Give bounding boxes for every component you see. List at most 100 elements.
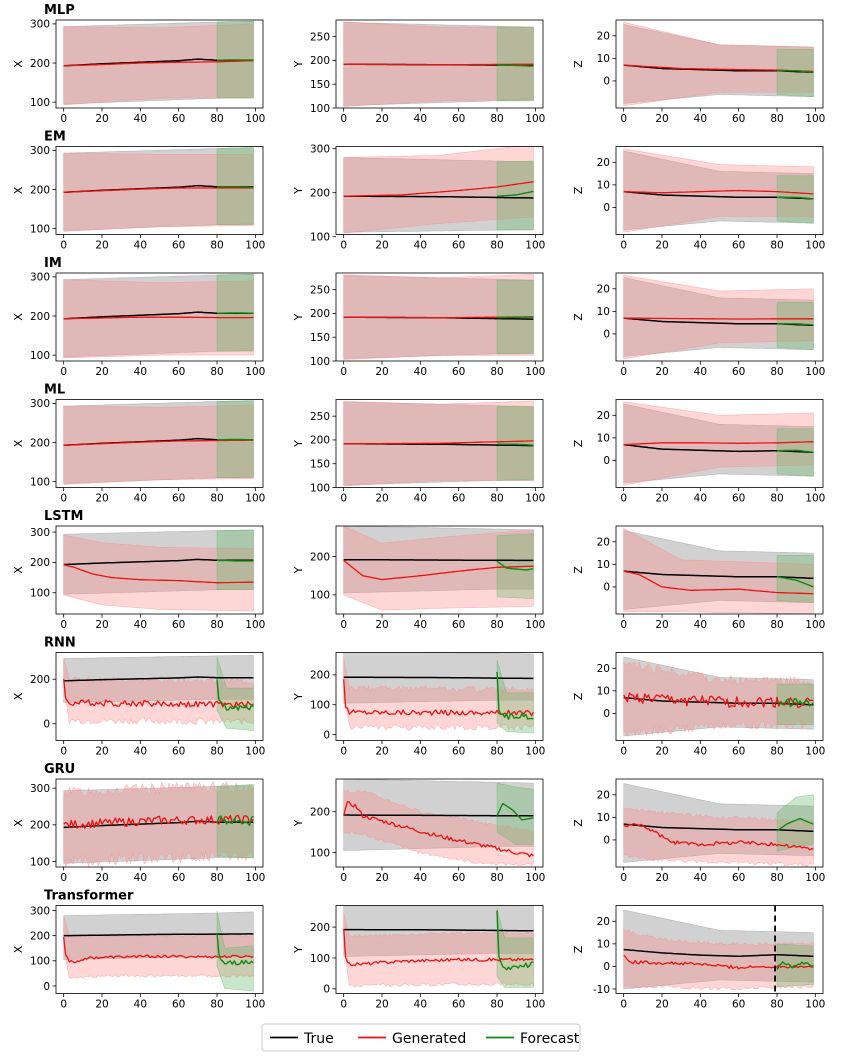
- series-true: [343, 814, 534, 817]
- series-generated: [343, 440, 534, 445]
- plot-area: [63, 273, 254, 359]
- x-tick-label: 20: [375, 113, 388, 125]
- x-tick-label: 20: [655, 240, 668, 252]
- subplot-transformer-z: 0 20 40 60 80 100 -10 0 10 20 Z: [572, 905, 825, 1011]
- x-tick-label: 0: [340, 366, 347, 378]
- x-tick-label: 40: [134, 113, 147, 125]
- band-forecast: [776, 175, 814, 224]
- x-tick-label: 40: [694, 113, 707, 125]
- y-axis-label: Y: [292, 819, 305, 827]
- y-axis-label: Z: [572, 439, 585, 447]
- series-generated: [343, 928, 534, 967]
- subplot-ml-y: 0 20 40 60 80 100 100 150 200 250 Y: [292, 399, 545, 505]
- y-tick-label: 200: [30, 557, 50, 569]
- x-tick-label: 80: [210, 366, 223, 378]
- x-tick-label: 40: [414, 999, 427, 1011]
- x-tick-label: 40: [694, 366, 707, 378]
- x-tick-label: 60: [172, 619, 185, 631]
- y-axis-label: Y: [292, 60, 305, 68]
- x-tick-label: 20: [375, 493, 388, 505]
- x-tick-label: 40: [134, 240, 147, 252]
- y-tick-label: 200: [30, 674, 50, 686]
- series-forecast: [776, 817, 814, 832]
- y-tick-label: 0: [43, 981, 50, 993]
- x-tick-label: 100: [805, 746, 825, 758]
- axes-frame: [55, 19, 264, 109]
- x-tick-label: 20: [375, 619, 388, 631]
- x-tick-label: 60: [452, 113, 465, 125]
- y-tick-label: 200: [310, 308, 330, 320]
- axes-frame: [335, 652, 544, 741]
- subplot-im-y: 0 20 40 60 80 100 100 150 200 250 Y: [292, 272, 545, 378]
- band-true: [343, 157, 534, 233]
- plot-area: [623, 148, 814, 233]
- y-tick-label: 300: [30, 272, 50, 284]
- y-tick-label: 100: [310, 590, 330, 602]
- x-tick-label: 40: [694, 999, 707, 1011]
- subplot-transformer-x: 0 20 40 60 80 100 0 100 200 300 X: [12, 905, 265, 1011]
- subplot-rnn-y: 0 20 40 60 80 100 0 100 200 Y: [292, 652, 545, 758]
- series-generated: [623, 954, 814, 970]
- y-tick-label: 250: [310, 411, 330, 423]
- x-tick-label: 100: [805, 240, 825, 252]
- x-tick-label: 20: [655, 872, 668, 884]
- axes-frame: [335, 272, 544, 362]
- subplot-rnn-z: 0 20 40 60 80 100 0 10 20 Z: [572, 652, 825, 758]
- subplot-em-x: 0 20 40 60 80 100 100 200 300 X: [12, 145, 265, 251]
- x-tick-label: 60: [452, 366, 465, 378]
- x-tick-label: 0: [620, 240, 627, 252]
- x-tick-label: 40: [134, 872, 147, 884]
- x-tick-label: 40: [414, 493, 427, 505]
- series-true: [63, 676, 254, 682]
- x-tick-label: 80: [490, 746, 503, 758]
- legend-generated-label: Generated: [392, 1031, 466, 1047]
- y-tick-label: 200: [310, 807, 330, 819]
- x-tick-label: 40: [694, 493, 707, 505]
- x-tick-label: 0: [60, 619, 67, 631]
- x-tick-label: 80: [490, 113, 503, 125]
- y-tick-label: 100: [30, 856, 50, 868]
- y-tick-label: 0: [603, 835, 610, 847]
- subplot-lstm-z: 0 20 40 60 80 100 0 10 20 Z: [572, 525, 825, 631]
- band-generated: [623, 527, 814, 614]
- x-tick-label: 100: [245, 240, 265, 252]
- x-tick-label: 80: [770, 872, 783, 884]
- x-tick-label: 40: [414, 240, 427, 252]
- y-tick-label: 150: [310, 332, 330, 344]
- x-tick-label: 20: [95, 366, 108, 378]
- plot-area: [63, 400, 254, 485]
- y-tick-label: 20: [597, 663, 610, 675]
- subplot-mlp-x: 0 20 40 60 80 100 100 200 300 X: [12, 19, 265, 125]
- x-tick-label: 80: [770, 113, 783, 125]
- x-tick-label: 100: [525, 872, 545, 884]
- x-tick-label: 20: [95, 240, 108, 252]
- axes-frame: [615, 19, 824, 109]
- x-tick-label: 40: [694, 619, 707, 631]
- x-tick-label: 60: [172, 999, 185, 1011]
- axes-frame: [615, 778, 824, 868]
- x-tick-label: 60: [732, 999, 745, 1011]
- band-forecast: [216, 656, 254, 731]
- y-tick-label: 0: [603, 961, 610, 973]
- x-tick-label: 100: [525, 493, 545, 505]
- axes-frame: [55, 525, 264, 615]
- axes-frame: [335, 905, 544, 994]
- series-generated: [623, 441, 814, 446]
- model-title: MLP: [44, 3, 75, 18]
- subplot-gru-z: 0 20 40 60 80 100 0 10 20 Z: [572, 778, 825, 884]
- x-tick-label: 0: [60, 366, 67, 378]
- plot-area: [343, 400, 534, 487]
- series-true: [343, 928, 534, 932]
- series-generated: [623, 570, 814, 595]
- x-tick-label: 0: [620, 366, 627, 378]
- x-tick-label: 80: [770, 366, 783, 378]
- series-generated: [343, 559, 534, 581]
- axes-frame: [615, 272, 824, 362]
- series-forecast: [497, 443, 534, 446]
- y-tick-label: 0: [603, 76, 610, 88]
- x-tick-label: 40: [134, 999, 147, 1011]
- series-forecast: [496, 671, 534, 720]
